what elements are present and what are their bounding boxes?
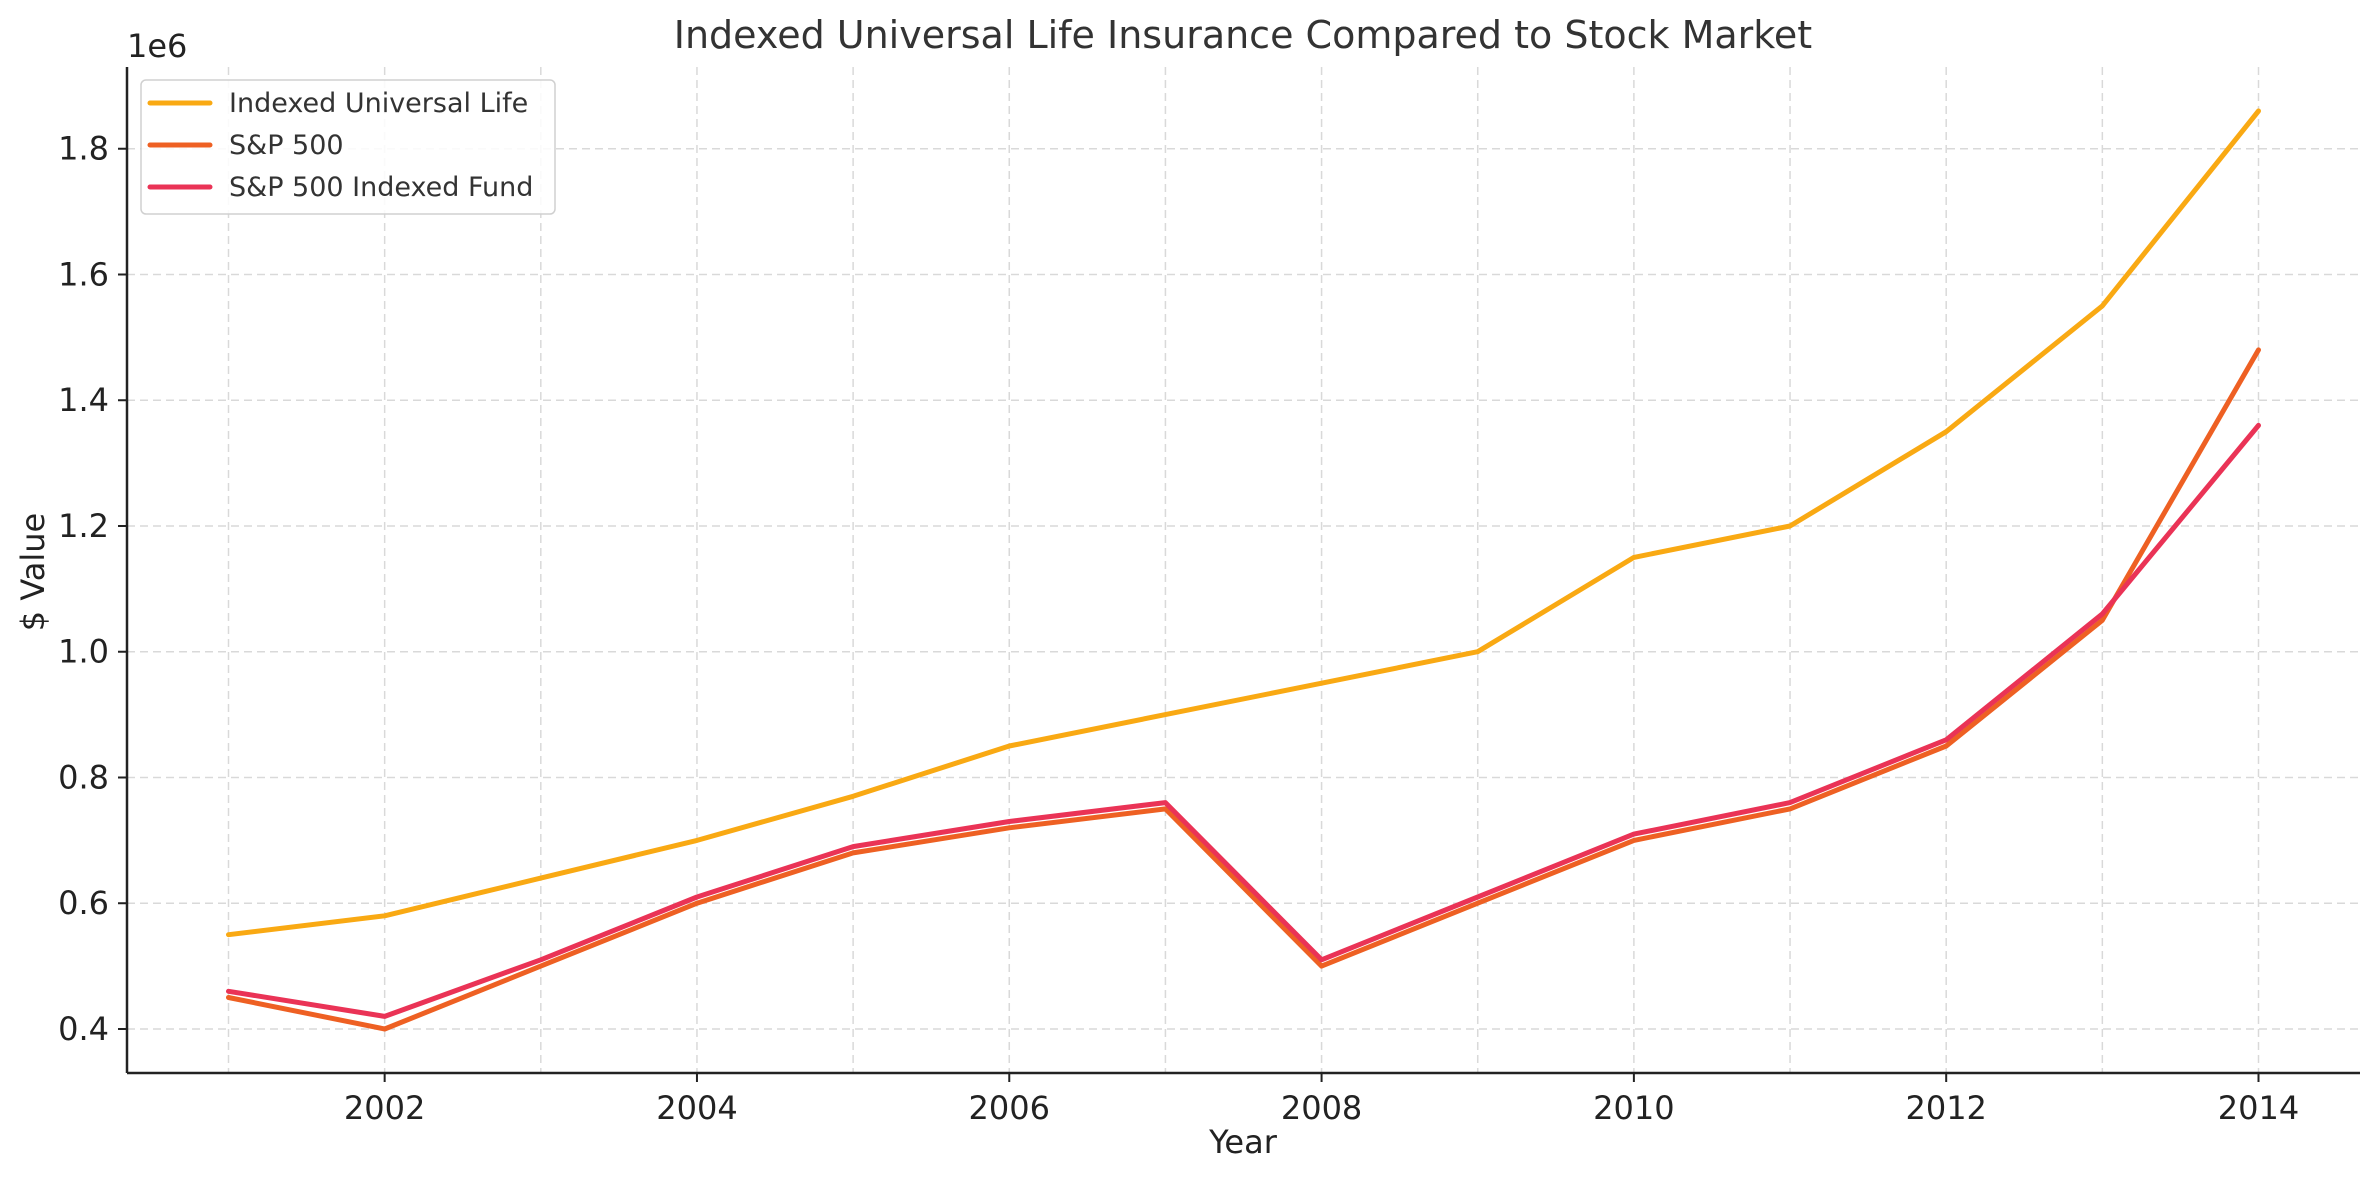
y-ticks: 0.4 0.6 0.8 1.0 1.2 1.4 1.6 1.8 (58, 130, 127, 1048)
chart-title: Indexed Universal Life Insurance Compare… (674, 13, 1812, 57)
legend-box (140, 79, 556, 215)
legend-entry-label: Indexed Universal Life (229, 88, 528, 119)
y-tick-label: 1.0 (58, 633, 109, 671)
x-tick-label: 2010 (1593, 1089, 1674, 1127)
y-axis-label: $ Value (14, 513, 52, 631)
y-tick-label: 0.8 (58, 758, 109, 796)
series-line (226, 108, 2261, 938)
legend-entry-label: S&P 500 Indexed Fund (229, 172, 533, 203)
y-tick-label: 1.8 (58, 130, 109, 168)
x-tick-label: 2012 (1905, 1089, 1986, 1127)
y-tick-label: 1.6 (58, 255, 109, 293)
y-tick-label: 1.2 (58, 507, 109, 545)
y-tick-label: 0.6 (58, 884, 109, 922)
x-axis-label: Year (1208, 1123, 1278, 1161)
legend-entry-label: S&P 500 (229, 130, 344, 161)
series-layer (226, 108, 2261, 1032)
x-tick-label: 2008 (1281, 1089, 1362, 1127)
series-line (226, 422, 2261, 1019)
y-offset-label: 1e6 (127, 27, 187, 65)
x-tick-label: 2006 (969, 1089, 1050, 1127)
y-tick-label: 0.4 (58, 1010, 109, 1048)
axes (125, 67, 2360, 1075)
x-ticks: 2002 2004 2006 2008 2010 2012 2014 (344, 1073, 2299, 1127)
x-tick-label: 2014 (2218, 1089, 2299, 1127)
x-tick-label: 2004 (656, 1089, 737, 1127)
grid (127, 67, 2360, 1073)
series-line (226, 347, 2261, 1032)
legend: Indexed Universal Life S&P 500 S&P 500 Ind… (140, 79, 556, 215)
y-tick-label: 1.4 (58, 381, 109, 419)
x-tick-label: 2002 (344, 1089, 425, 1127)
